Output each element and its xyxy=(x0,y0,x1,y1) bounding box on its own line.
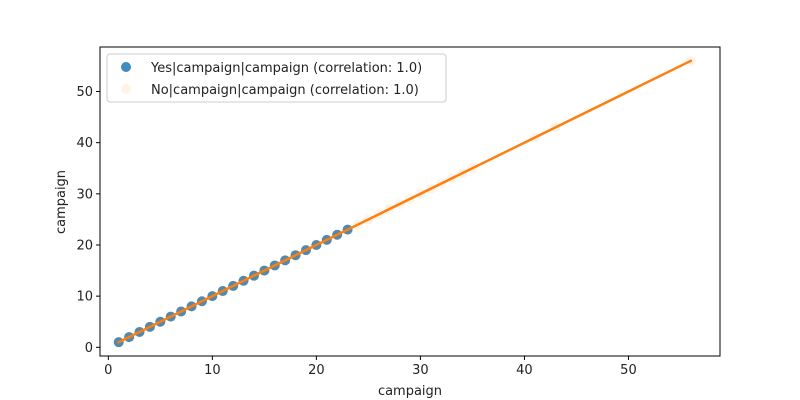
y-axis-label: campaign xyxy=(54,170,69,234)
x-axis-ticks: 0 10 20 30 40 50 xyxy=(104,356,637,378)
y-tick-label: 0 xyxy=(85,341,93,356)
legend-marker-no xyxy=(121,84,131,94)
legend-box xyxy=(106,53,447,103)
legend-label-no: No|campaign|campaign (correlation: 1.0) xyxy=(151,83,419,98)
fit-line-layer xyxy=(117,59,693,344)
legend: Yes|campaign|campaign (correlation: 1.0)… xyxy=(106,53,447,103)
x-tick-label: 30 xyxy=(412,363,429,378)
x-tick-label: 20 xyxy=(308,363,325,378)
plot-area xyxy=(99,46,721,357)
x-axis-label: campaign xyxy=(378,384,442,399)
y-tick-label: 40 xyxy=(76,136,93,151)
y-tick-label: 30 xyxy=(76,187,93,202)
y-tick-label: 10 xyxy=(76,290,93,305)
x-tick-label: 10 xyxy=(204,363,221,378)
y-tick-label: 50 xyxy=(76,85,93,100)
legend-label-yes: Yes|campaign|campaign (correlation: 1.0) xyxy=(150,61,422,76)
y-tick-label: 20 xyxy=(76,238,93,253)
x-tick-label: 0 xyxy=(104,363,112,378)
legend-marker-yes xyxy=(121,62,131,72)
regression-line xyxy=(117,59,693,344)
y-axis-ticks: 0 10 20 30 40 50 xyxy=(76,85,100,356)
x-tick-label: 50 xyxy=(620,363,637,378)
x-tick-label: 40 xyxy=(516,363,533,378)
